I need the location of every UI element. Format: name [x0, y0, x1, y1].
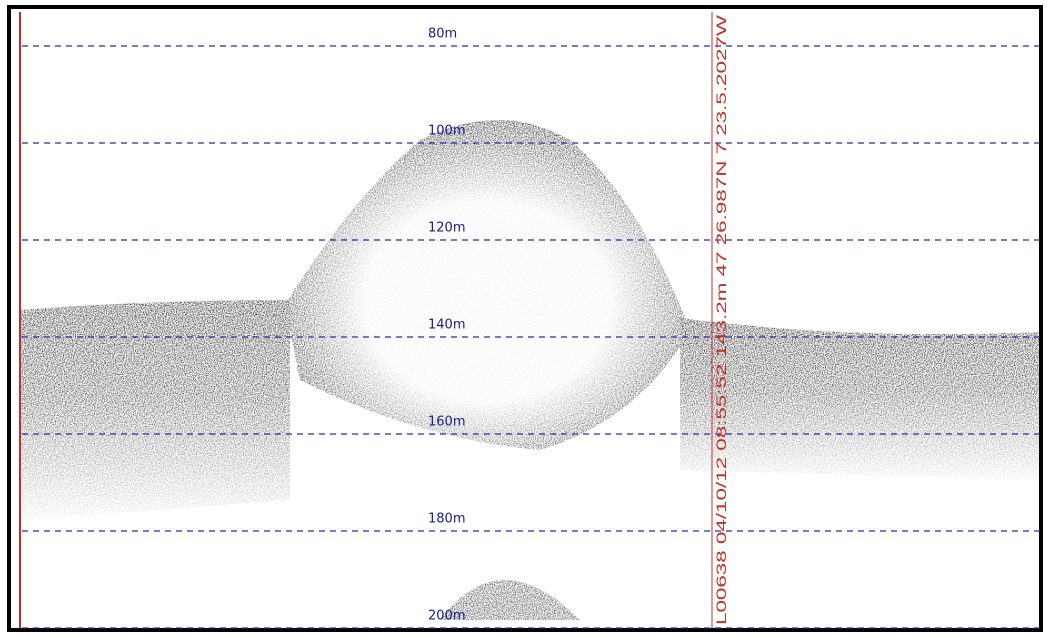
echogram-screen: 80m 100m 120m 140m 160m 180m 200m L00638 04/10…	[0, 0, 1047, 637]
depth-label: 120m	[428, 221, 465, 236]
depth-label: 140m	[428, 318, 465, 333]
depth-label: 160m	[428, 415, 465, 430]
depth-label: 180m	[428, 512, 465, 527]
depth-label: 80m	[428, 27, 457, 42]
event-marker-text: L00638 04/10/12 08:55:52 143.2m 47 26.98…	[713, 14, 729, 625]
depth-label: 200m	[428, 609, 465, 624]
depth-label: 100m	[428, 124, 465, 139]
